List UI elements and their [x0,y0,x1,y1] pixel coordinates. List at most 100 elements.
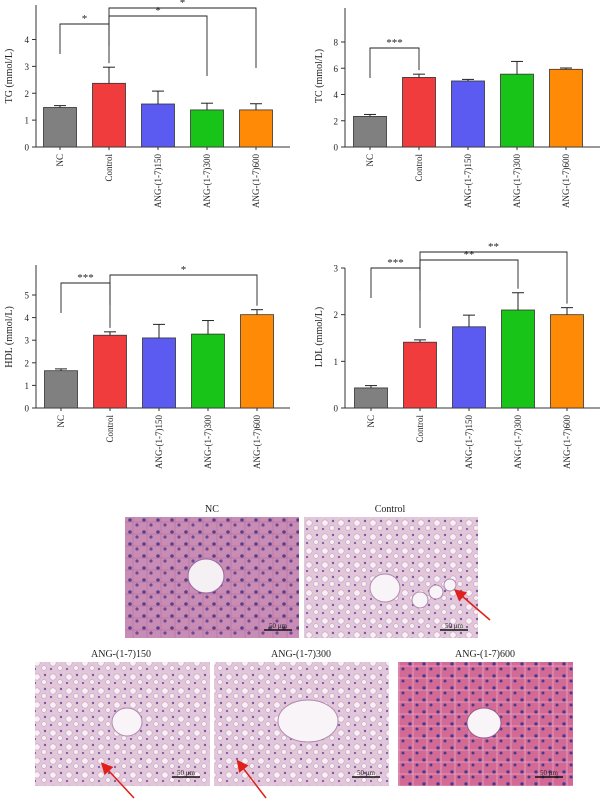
x-tick-labels: NC Control ANG-(1-7)150 ANG-(1-7)300 ANG-(1-… [56,408,262,469]
bar [403,341,437,409]
significance-label: *** [387,257,404,269]
y-tick-label: 6 [334,64,339,74]
y-tick-label: 2 [25,89,30,99]
micrograph-title: Control [375,504,406,515]
bars [44,309,274,409]
bar [501,309,535,409]
x-tick-label: ANG-(1-7)300 [513,415,523,469]
significance-bracket [419,259,519,290]
central-vein [277,699,339,743]
arrow [454,589,491,621]
significance-brackets: *** [369,37,420,78]
micrograph-ang-150: ANG-(1-7)150 50 μm [35,649,210,799]
central-vein [369,573,401,603]
y-tick-label: 1 [25,381,30,391]
y-tick-label: 5 [25,291,30,301]
bar [142,337,176,409]
x-tick-label: ANG-(1-7)600 [251,154,261,208]
bar [550,314,584,409]
scale-bar-label: 50 μm [540,769,559,777]
central-vein [187,558,225,594]
y-tick-label: 3 [25,62,30,72]
y-tick-label: 3 [334,264,339,274]
x-tick-label: NC [366,415,376,428]
scale-bar-label: 50 μm [269,622,288,630]
x-tick-label: ANG-(1-7)300 [202,154,212,208]
y-tick-label: 2 [25,358,30,368]
bar [353,116,387,148]
x-tick-label: ANG-(1-7)600 [561,154,571,208]
arrow [100,762,135,799]
bar [43,107,77,148]
significance-brackets: **** [60,264,258,328]
chart-tc: TC (mmol/L) 0 2 4 6 8 *** NC Control ANG-(1-7)… [314,8,600,208]
significance-label: * [180,0,186,9]
arrow [236,759,267,799]
micrograph-title: ANG-(1-7)600 [455,649,515,660]
x-tick-label: Control [105,415,115,443]
bar [44,370,78,409]
bar [239,109,273,148]
x-tick-label: NC [56,415,66,428]
y-ticks: 0 1 2 3 [334,264,345,414]
scale-bar-label: 50 μm [445,622,464,630]
y-tick-label: 4 [25,313,30,323]
micrograph-control: Control 50 μm [304,504,491,638]
x-tick-label: ANG-(1-7)300 [203,415,213,469]
x-tick-labels: NC Control ANG-(1-7)150 ANG-(1-7)300 ANG-(1-… [55,147,261,208]
significance-bracket [108,15,208,76]
central-vein [111,707,143,737]
bars [43,66,273,148]
x-tick-label: ANG-(1-7)150 [463,154,473,208]
micrograph-ang-600: ANG-(1-7)600 50 μm [398,649,573,786]
scale-bar-label: 50 μm [357,769,376,777]
x-tick-label: ANG-(1-7)150 [464,415,474,469]
y-tick-label: 1 [334,357,339,367]
x-tick-label: Control [104,154,114,182]
y-tick-label: 1 [25,116,30,126]
x-tick-label: Control [415,415,425,443]
chart-tg: TG (mmol/L) 0 1 2 3 4 * * * NC Control ANG-(1-7)… [4,0,290,208]
bar [190,109,224,148]
y-tick-label: 3 [25,336,30,346]
significance-label: * [155,5,161,17]
significance-bracket [370,267,421,328]
y-ticks: 0 1 2 3 4 5 [25,291,36,414]
significance-bracket [108,7,257,68]
significance-brackets: ******* [370,241,568,328]
y-ticks: 0 2 4 6 8 [334,38,345,153]
bar [93,334,127,409]
significance-label: *** [386,37,403,49]
y-tick-label: 4 [25,35,30,45]
bar [191,333,225,409]
micrograph-nc: NC 50 μm [125,504,299,638]
y-axis-label: TC (mmol/L) [314,49,325,103]
micrograph-ang-300: ANG-(1-7)300 50 μm [214,649,389,799]
x-tick-label: Control [414,154,424,182]
bar [354,387,388,409]
x-tick-label: ANG-(1-7)150 [154,415,164,469]
bar [451,80,485,148]
lipid-droplet [411,591,429,609]
bars [354,292,584,409]
bar [500,73,534,148]
scale-bar-label: 50 μm [177,769,196,777]
lipid-droplet [443,578,457,592]
x-tick-label: ANG-(1-7)300 [512,154,522,208]
bar [452,326,486,409]
significance-bracket [419,251,568,304]
bar [549,68,583,148]
y-tick-label: 2 [334,116,339,126]
y-tick-label: 2 [334,310,339,320]
lipid-droplet [428,584,444,600]
micrograph-title: ANG-(1-7)150 [91,649,151,660]
significance-label: *** [77,272,94,284]
bar [402,77,436,148]
y-ticks: 0 1 2 3 4 [25,35,36,153]
significance-bracket [59,23,110,64]
central-vein [466,707,502,739]
significance-label: ** [464,249,475,261]
y-tick-label: 8 [334,38,339,48]
bar [240,314,274,409]
